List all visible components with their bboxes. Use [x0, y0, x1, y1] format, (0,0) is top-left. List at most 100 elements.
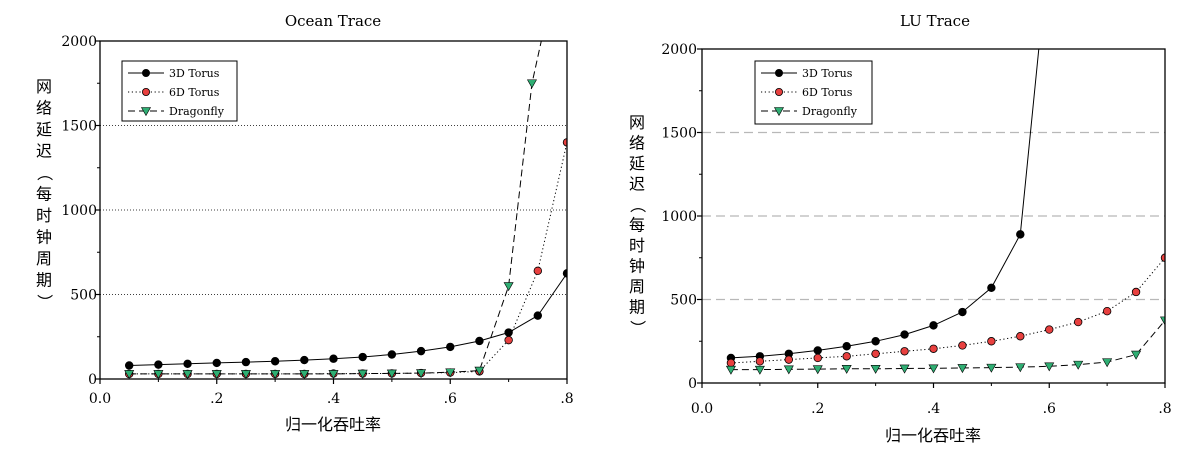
x-axis-ticks: 0.0 .2 .4 .6 .8	[691, 383, 1172, 417]
data-point	[504, 335, 513, 345]
data-point	[986, 363, 997, 373]
data-point	[754, 365, 765, 375]
y-axis-ticks: 0 500 1000 1500 2000	[661, 42, 702, 392]
y-axis-label-char: 每	[36, 185, 52, 204]
y-axis-label-char: 时	[36, 206, 52, 225]
data-point	[329, 354, 338, 363]
data-point	[241, 357, 251, 367]
data-point	[958, 341, 967, 350]
data-point	[929, 344, 938, 353]
data-point	[533, 311, 543, 320]
legend-marker	[141, 88, 150, 97]
data-point	[533, 266, 543, 276]
data-point	[183, 359, 192, 368]
data-point	[124, 370, 135, 379]
x-tick-label: 0.0	[691, 401, 713, 417]
y-tick-label: 500	[70, 288, 97, 304]
y-axis-label-char: 络	[36, 99, 52, 118]
y-tick-label: 1500	[661, 126, 697, 142]
data-point	[562, 138, 567, 147]
data-point	[1131, 350, 1142, 360]
legend-label: Dragonfly	[802, 105, 858, 118]
grid-lines	[702, 131, 1165, 301]
y-axis-label-char: 网	[36, 77, 52, 96]
y-axis-label-char: 每	[629, 216, 645, 235]
data-point	[474, 366, 485, 376]
x-tick-label: .6	[1043, 401, 1056, 417]
data-point	[475, 336, 484, 346]
data-point	[871, 349, 880, 358]
data-point	[813, 353, 822, 363]
legend: 3D Torus 6D Torus Dragonfly	[121, 60, 238, 122]
series-line	[129, 142, 567, 375]
x-tick-label: .6	[444, 391, 457, 407]
y-axis-label-char: ）	[628, 320, 647, 336]
grid-lines	[100, 125, 567, 295]
chart-title: Ocean Trace	[285, 12, 381, 30]
data-point	[929, 321, 938, 330]
data-point	[958, 307, 967, 317]
data-point	[328, 370, 339, 379]
data-point	[841, 365, 852, 374]
x-tick-label: 0.0	[89, 391, 111, 407]
data-point	[504, 328, 513, 337]
series-line	[730, 49, 1040, 359]
chart-title: LU Trace	[900, 12, 970, 30]
data-point	[1073, 317, 1083, 327]
series-line	[730, 320, 1165, 371]
y-axis-label-char: 时	[629, 236, 645, 255]
data-point	[503, 282, 514, 292]
data-point	[783, 365, 794, 375]
data-point	[1073, 360, 1084, 370]
data-point	[957, 364, 968, 374]
data-point	[124, 361, 134, 370]
data-point	[416, 346, 426, 356]
data-point	[240, 370, 251, 379]
x-axis-label: 归一化吞吐率	[285, 415, 381, 434]
data-point	[900, 347, 909, 356]
data-point	[899, 364, 910, 374]
y-axis-label-char: 钟	[36, 228, 52, 247]
y-tick-label: 0	[688, 376, 697, 392]
legend-marker	[141, 69, 150, 78]
y-axis-label-char: 延	[629, 154, 645, 173]
data-point	[784, 355, 794, 364]
data-point	[1015, 363, 1026, 373]
data-point	[725, 365, 736, 375]
data-point	[870, 365, 881, 374]
y-axis-label-char: 网	[629, 113, 645, 132]
y-tick-label: 2000	[661, 42, 697, 58]
data-point	[1045, 325, 1054, 334]
y-tick-label: 1000	[61, 203, 97, 219]
y-tick-label: 2000	[61, 34, 97, 50]
data-point	[445, 368, 456, 378]
x-tick-label: .4	[327, 391, 340, 407]
y-axis-label-char: ）	[35, 294, 54, 310]
x-axis-ticks: 0.0 .2 .4 .6 .8	[89, 379, 574, 407]
data-point	[928, 364, 939, 374]
x-tick-label: .2	[210, 391, 223, 407]
legend-marker	[140, 107, 152, 117]
data-point	[1102, 358, 1113, 368]
data-point	[1159, 316, 1165, 326]
series-lines	[124, 41, 567, 379]
data-point	[842, 342, 851, 351]
data-point	[154, 360, 163, 369]
series-line	[730, 257, 1165, 364]
data-point	[1044, 362, 1055, 372]
data-point	[270, 357, 280, 366]
data-point	[562, 269, 567, 278]
data-point	[1102, 306, 1112, 316]
data-point	[153, 370, 164, 379]
y-axis-label-char: 钟	[629, 257, 645, 276]
data-point	[357, 369, 368, 379]
legend-label: 6D Torus	[169, 86, 220, 99]
x-tick-label: .2	[811, 401, 824, 417]
data-point	[987, 337, 996, 346]
data-point	[358, 352, 367, 362]
y-axis-label-char: 迟	[629, 175, 645, 194]
y-axis-label-char: 周	[629, 277, 645, 296]
y-axis-label-char: 络	[629, 134, 645, 153]
y-axis-label-char: 期	[36, 271, 52, 290]
